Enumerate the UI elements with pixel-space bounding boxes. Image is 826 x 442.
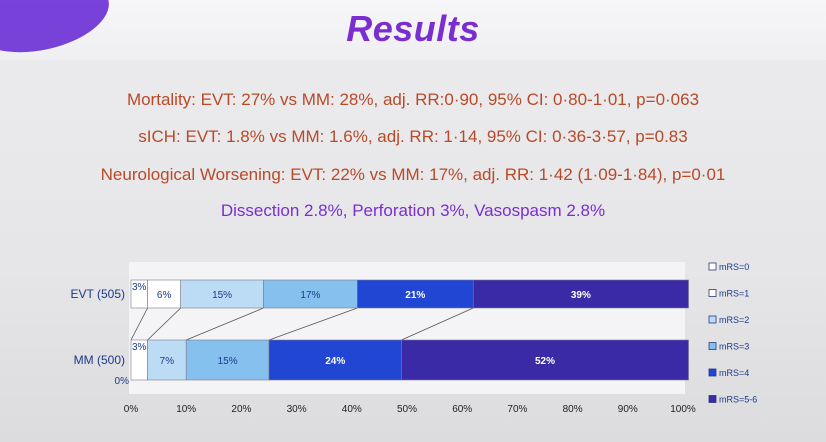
segment-label: 7% xyxy=(160,356,175,367)
legend-label: mRS=3 xyxy=(719,342,749,352)
bar-segment xyxy=(147,339,187,381)
category-label: EVT (505) xyxy=(71,287,125,301)
x-tick-label: 100% xyxy=(670,404,696,415)
x-tick-label: 30% xyxy=(287,404,307,415)
x-tick-label: 50% xyxy=(397,404,417,415)
segment-label: 15% xyxy=(212,290,232,301)
neuro-worsening-line: Neurological Worsening: EVT: 22% vs MM: … xyxy=(100,165,726,184)
connector-line xyxy=(401,307,474,341)
x-tick-label: 70% xyxy=(507,404,527,415)
legend-label: mRS=0 xyxy=(719,262,749,272)
segment-label: 24% xyxy=(325,356,345,367)
connector-line xyxy=(130,307,148,341)
bar-segment xyxy=(357,279,474,309)
x-tick-label: 0% xyxy=(124,404,139,415)
legend-label: mRS=5-6 xyxy=(719,395,757,405)
category-label: MM (500) xyxy=(74,353,125,367)
bar-segment xyxy=(180,279,264,309)
x-tick-label: 20% xyxy=(231,404,251,415)
bar-segment xyxy=(147,279,181,309)
mortality-line: Mortality: EVT: 27% vs MM: 28%, adj. RR:… xyxy=(126,90,700,109)
segment-label: 21% xyxy=(405,290,425,301)
segment-label: 15% xyxy=(218,356,238,367)
slide-header-band xyxy=(0,0,826,60)
bar-segment xyxy=(268,339,402,381)
complications-line: Dissection 2.8%, Perforation 3%, Vasospa… xyxy=(220,201,606,220)
x-tick-label: 40% xyxy=(342,404,362,415)
segment-label: 52% xyxy=(535,356,555,367)
connector-line xyxy=(186,307,264,341)
legend-swatch xyxy=(708,342,717,350)
legend-swatch xyxy=(708,315,717,324)
x-tick-label: 80% xyxy=(563,404,583,415)
legend-swatch xyxy=(708,395,717,403)
legend-label: mRS=4 xyxy=(719,368,749,378)
x-tick-label: 60% xyxy=(452,404,472,415)
x-tick-label: 10% xyxy=(176,404,196,415)
segment-label: 0% xyxy=(115,376,130,387)
segment-label: 3% xyxy=(132,282,147,293)
segment-label: 6% xyxy=(157,290,172,301)
slide-title: Results xyxy=(346,8,480,49)
connector-line xyxy=(147,307,181,341)
legend-label: mRS=2 xyxy=(719,315,749,325)
legend-label: mRS=1 xyxy=(719,289,749,299)
segment-label: 17% xyxy=(300,290,320,301)
legend-swatch xyxy=(708,368,717,377)
bar-segment xyxy=(401,339,689,381)
segment-label: 39% xyxy=(571,290,591,301)
connector-line xyxy=(268,307,358,341)
sich-line: sICH: EVT: 1.8% vs MM: 1.6%, adj. RR: 1·… xyxy=(138,127,688,146)
legend-swatch xyxy=(708,262,717,271)
segment-label: 3% xyxy=(132,342,147,353)
bar-segment xyxy=(263,279,358,309)
bar-segment xyxy=(472,279,689,309)
legend-swatch xyxy=(708,289,717,297)
x-tick-label: 90% xyxy=(618,404,638,415)
